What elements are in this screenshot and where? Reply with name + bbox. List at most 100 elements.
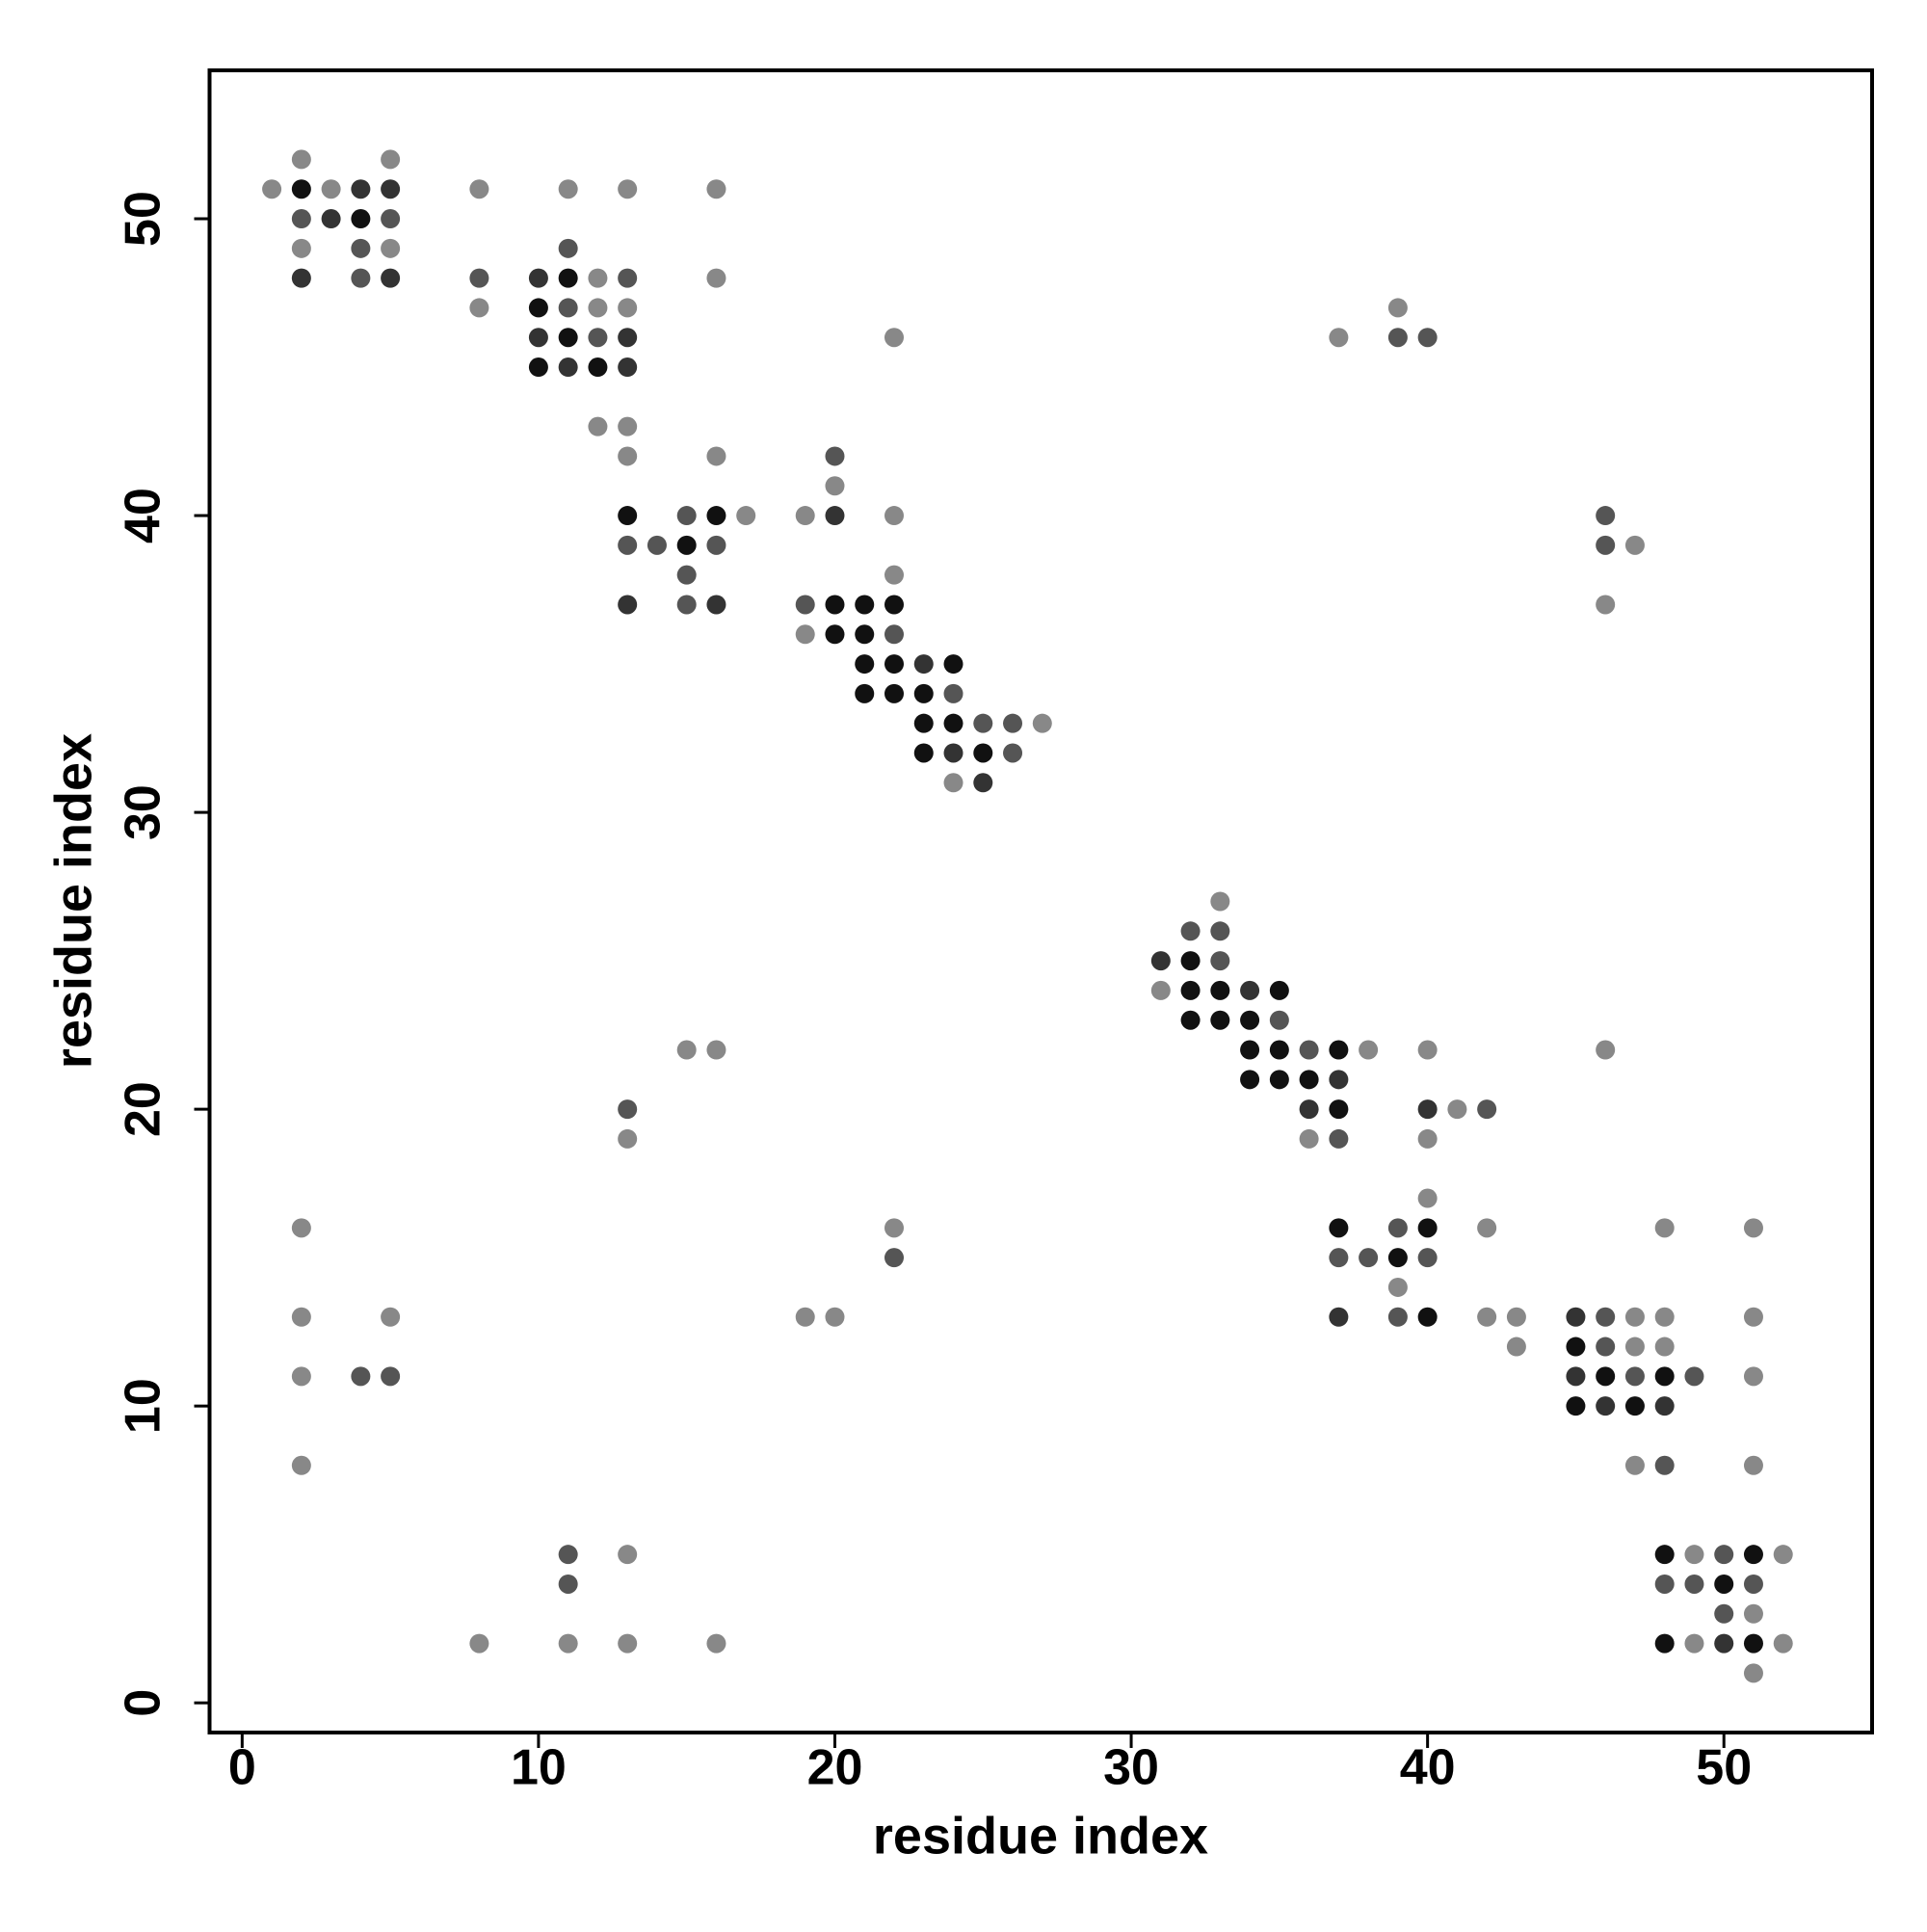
point [1596, 595, 1616, 615]
y-tick-label: 50 [116, 191, 172, 247]
point [1299, 1099, 1319, 1120]
point [1417, 1248, 1438, 1268]
y-tick-label: 30 [116, 784, 172, 840]
point [1269, 1010, 1289, 1030]
point [795, 624, 815, 645]
point [1210, 1010, 1230, 1030]
point [706, 1040, 726, 1060]
point [855, 654, 875, 675]
point [351, 238, 371, 258]
point [1566, 1337, 1586, 1357]
point [1624, 1366, 1645, 1387]
point [943, 773, 964, 793]
point [855, 595, 875, 615]
point [1624, 1337, 1645, 1357]
point [1654, 1633, 1675, 1654]
point [588, 298, 608, 318]
point [618, 179, 638, 199]
point [618, 268, 638, 288]
point [291, 1366, 311, 1387]
point [884, 1248, 904, 1268]
point [588, 357, 608, 378]
point [706, 506, 726, 526]
point [1269, 1070, 1289, 1090]
point [1447, 1099, 1467, 1120]
point [1329, 1070, 1349, 1090]
point [1743, 1218, 1763, 1238]
point [291, 179, 311, 199]
point [381, 149, 401, 170]
y-tick-label: 20 [116, 1081, 172, 1137]
point [618, 535, 638, 555]
point [884, 328, 904, 348]
point [1743, 1633, 1763, 1654]
point [1180, 951, 1201, 971]
point [825, 476, 845, 496]
point [1684, 1633, 1704, 1654]
point [825, 624, 845, 645]
point [291, 209, 311, 229]
point [825, 506, 845, 526]
point [736, 506, 756, 526]
point [618, 1099, 638, 1120]
point [973, 713, 993, 733]
point [558, 179, 578, 199]
point [1269, 1040, 1289, 1060]
point [1210, 951, 1230, 971]
point [676, 506, 697, 526]
point [528, 268, 548, 288]
point [1566, 1366, 1586, 1387]
point [1624, 535, 1645, 555]
point [1596, 1366, 1616, 1387]
point [855, 624, 875, 645]
point [973, 743, 993, 763]
point [558, 1545, 578, 1565]
point [943, 743, 964, 763]
point [1624, 1396, 1645, 1416]
point [795, 506, 815, 526]
point [1596, 506, 1616, 526]
point [618, 446, 638, 466]
point [1566, 1307, 1586, 1327]
point [706, 446, 726, 466]
point [1477, 1218, 1497, 1238]
x-tick-label: 10 [511, 1740, 567, 1796]
point [1150, 980, 1171, 1000]
point [706, 535, 726, 555]
point [1596, 1307, 1616, 1327]
point [1654, 1545, 1675, 1565]
point [291, 1455, 311, 1475]
point [1714, 1574, 1734, 1594]
point [1654, 1218, 1675, 1238]
point [618, 328, 638, 348]
point [1329, 1218, 1349, 1238]
point [1299, 1040, 1319, 1060]
point [618, 298, 638, 318]
point [1003, 713, 1023, 733]
point [1624, 1307, 1645, 1327]
point [825, 595, 845, 615]
point [1387, 328, 1408, 348]
x-tick-label: 0 [228, 1740, 256, 1796]
point [618, 1545, 638, 1565]
point [381, 1366, 401, 1387]
point [321, 179, 341, 199]
point [618, 416, 638, 437]
point [1654, 1337, 1675, 1357]
point [943, 683, 964, 703]
point [321, 209, 341, 229]
point [913, 654, 934, 675]
point [855, 683, 875, 703]
point [1743, 1574, 1763, 1594]
point [469, 268, 489, 288]
point [1624, 1455, 1645, 1475]
point [1596, 1337, 1616, 1357]
point [262, 179, 282, 199]
point [1387, 1307, 1408, 1327]
point [1003, 743, 1023, 763]
point [1417, 1128, 1438, 1149]
point [1329, 1040, 1349, 1060]
point [1477, 1099, 1497, 1120]
x-tick-label: 40 [1400, 1740, 1456, 1796]
point [1684, 1545, 1704, 1565]
